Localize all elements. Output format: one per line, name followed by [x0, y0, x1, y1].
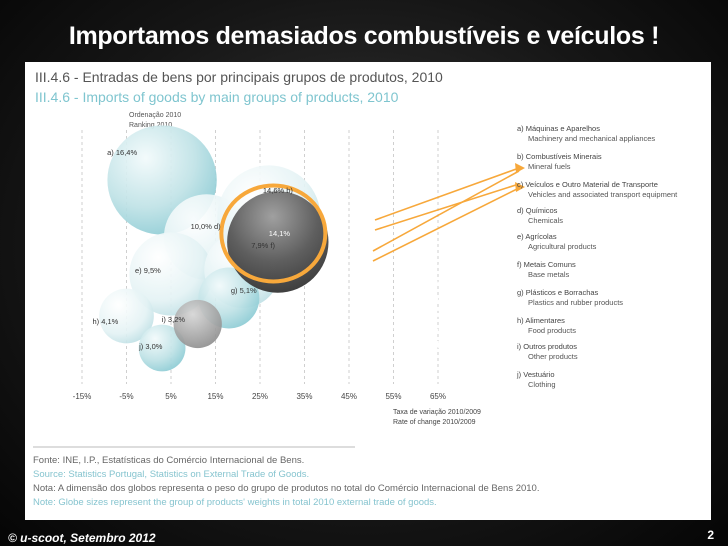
- source-pt: Fonte: INE, I.P., Estatísticas do Comérc…: [33, 455, 305, 466]
- legend-label-en: Other products: [528, 352, 578, 361]
- figure-title-en: III.4.6 - Imports of goods by main group…: [35, 89, 399, 105]
- source-en: Source: Statistics Portugal, Statistics …: [33, 469, 310, 480]
- legend-label-pt: g) Plásticos e Borrachas: [517, 288, 599, 297]
- callout-line: e veículos: [401, 335, 461, 351]
- legend-label-pt: b) Combustíveis Minerais: [517, 152, 602, 161]
- callout-line: são: [420, 304, 442, 320]
- bubble-label-a: a) 16,4%: [107, 148, 137, 157]
- callout-line: importações: [395, 289, 467, 304]
- x-tick-label: 65%: [430, 392, 446, 401]
- legend-label-pt: c) Veículos e Outro Material de Transpor…: [517, 180, 658, 189]
- bubble-label-d: 10,0% d): [191, 222, 222, 231]
- callout-line: 29%: [417, 258, 445, 273]
- legend-label-en: Agricultural products: [528, 242, 597, 251]
- legend-label-pt: e) Agrícolas: [517, 232, 557, 241]
- legend-label-en: Vehicles and associated transport equipm…: [528, 190, 678, 199]
- legend-label-en: Plastics and rubber products: [528, 298, 624, 307]
- bubble-label-g: g) 5,1%: [231, 286, 257, 295]
- legend-label-en: Clothing: [528, 380, 556, 389]
- bubble-h: [99, 288, 154, 344]
- legend-item: f) Metais Comuns Base metals: [517, 260, 576, 280]
- callout-text: 29% das importações são combustíveis e veícul…: [377, 258, 485, 351]
- legend-item: a) Máquinas e Aparelhos Machinery and mec…: [517, 124, 655, 144]
- bubble-label-e: e) 9,5%: [135, 266, 161, 275]
- legend-item: e) Agrícolas Agricultural products: [517, 232, 596, 252]
- legend-label-pt: h) Alimentares: [517, 316, 565, 325]
- highlight-ring: [219, 183, 328, 284]
- bubble-i: [173, 299, 222, 349]
- legend-label-pt: f) Metais Comuns: [517, 260, 576, 269]
- x-axis-label-pt: Taxa de variação 2010/2009: [393, 409, 481, 416]
- bubble-label-c: 14,1%: [269, 229, 291, 238]
- callout-connector: [372, 187, 520, 262]
- callout-line: combustíveis: [393, 320, 469, 335]
- x-axis-label-en: Rate of change 2010/2009: [393, 419, 476, 426]
- note-pt: Nota: A dimensão dos globos representa o…: [33, 483, 540, 494]
- legend-label-en: Machinery and mechanical appliances: [528, 134, 656, 143]
- ranking-label-pt: Ordenação 2010: [129, 112, 182, 119]
- legend-label-pt: a) Máquinas e Aparelhos: [517, 124, 600, 133]
- legend-label-en: Chemicals: [528, 216, 564, 225]
- x-tick-label: -15%: [73, 392, 92, 401]
- figure-panel: III.4.6 - Entradas de bens por principai…: [25, 62, 711, 520]
- footer-copyright: © u-scoot, Setembro 2012: [8, 531, 156, 545]
- legend-item: i) Outros produtos Other products: [517, 342, 578, 362]
- bubble-c: [227, 191, 329, 293]
- legend-item: d) Químicos Chemicals: [517, 206, 563, 226]
- legend-label-pt: j) Vestuário: [517, 370, 555, 379]
- legend-item: h) Alimentares Food products: [517, 316, 576, 336]
- legend-label-en: Food products: [528, 326, 576, 335]
- note-en: Note: Globe sizes represent the group of…: [33, 497, 437, 508]
- figure-title-pt: III.4.6 - Entradas de bens por principai…: [35, 69, 443, 85]
- callout-connector: [372, 170, 520, 252]
- bubble-chart: -15% -5% 5% 15% 25% 35% 45% 55% 65% Taxa de varia…: [33, 125, 525, 448]
- x-tick-label: 25%: [252, 392, 268, 401]
- x-tick-label: -5%: [119, 392, 133, 401]
- callout-connector: [374, 183, 520, 231]
- legend-label-en: Mineral fuels: [528, 162, 571, 171]
- callout-line: das: [420, 273, 442, 289]
- bubble-j: [138, 324, 186, 372]
- ranking-label-en: Ranking 2010: [129, 122, 173, 129]
- bubble-label-i: i) 3,2%: [162, 315, 186, 324]
- slide-title: Importamos demasiados combustíveis e veí…: [68, 22, 660, 50]
- legend-label-en: Base metals: [528, 270, 570, 279]
- bubble-e: [129, 232, 213, 316]
- legend-item: b) Combustíveis Minerais Mineral fuels: [517, 152, 602, 172]
- callout-connector: [374, 167, 520, 221]
- bubble-label-h: h) 4,1%: [93, 317, 119, 326]
- x-tick-label: 55%: [385, 392, 401, 401]
- bubble-label-j: j) 3,0%: [138, 342, 163, 351]
- bubble-label-f: 7,9% f): [251, 241, 275, 250]
- arrowhead: [515, 182, 525, 192]
- x-tick-label: 15%: [207, 392, 223, 401]
- legend-item: j) Vestuário Clothing: [517, 370, 556, 390]
- bubble-label-b: 14,6% b): [263, 186, 294, 195]
- legend-label-pt: d) Químicos: [517, 206, 558, 215]
- legend-item: c) Veículos e Outro Material de Transpor…: [517, 180, 677, 200]
- x-tick-label: 35%: [296, 392, 312, 401]
- page-number: 2: [707, 528, 714, 542]
- arrowhead: [515, 163, 525, 173]
- legend-label-pt: i) Outros produtos: [517, 342, 578, 351]
- legend-item: g) Plásticos e Borrachas Plastics and rub…: [517, 288, 623, 308]
- x-tick-label: 5%: [165, 392, 177, 401]
- x-tick-label: 45%: [341, 392, 357, 401]
